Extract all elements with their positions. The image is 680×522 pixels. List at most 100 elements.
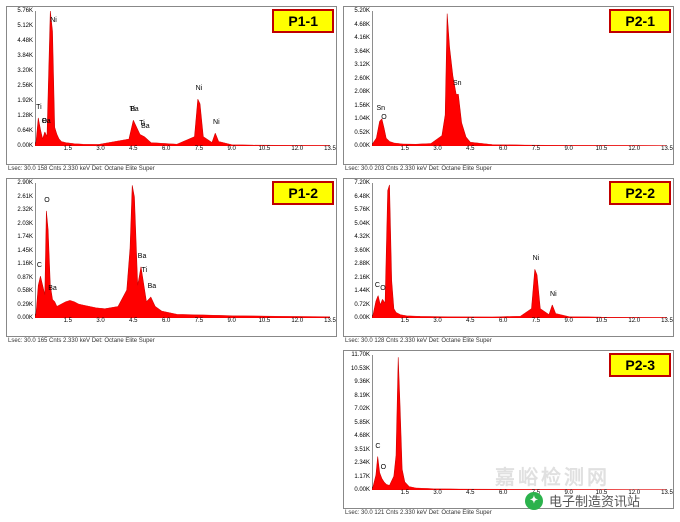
panel-footer: Lsec: 30.0 158 Cnts 2.330 keV Det: Octan… bbox=[6, 165, 337, 172]
chart-cell: P1-20.00K0.29K0.58K0.87K1.16K1.45K1.74K2… bbox=[6, 178, 337, 344]
y-tick: 5.76K bbox=[354, 207, 370, 213]
x-tick: 10.5 bbox=[259, 146, 271, 152]
x-tick: 10.5 bbox=[259, 318, 271, 324]
peak-label: O bbox=[44, 197, 49, 204]
credit-line: ✦ 电子制造资讯站 bbox=[525, 491, 640, 510]
chart-cell: P2-20.00K0.72K1.44K2.16K2.88K3.60K4.32K5… bbox=[343, 178, 674, 344]
y-tick: 0.52K bbox=[354, 130, 370, 136]
y-tick: 2.61K bbox=[17, 194, 33, 200]
y-tick: 5.20K bbox=[354, 8, 370, 14]
y-tick: 5.76K bbox=[17, 8, 33, 14]
spectrum-fill bbox=[372, 14, 667, 146]
y-axis: 0.00K0.29K0.58K0.87K1.16K1.45K1.74K2.03K… bbox=[7, 183, 35, 318]
x-tick: 10.5 bbox=[596, 146, 608, 152]
x-tick: 3.0 bbox=[96, 318, 104, 324]
y-tick: 2.34K bbox=[354, 460, 370, 466]
y-tick: 5.85K bbox=[354, 420, 370, 426]
x-tick: 4.5 bbox=[129, 318, 137, 324]
x-tick: 1.5 bbox=[401, 318, 409, 324]
y-tick: 3.51K bbox=[354, 447, 370, 453]
y-tick: 2.56K bbox=[17, 83, 33, 89]
y-tick: 2.90K bbox=[17, 180, 33, 186]
x-tick: 12.0 bbox=[291, 146, 303, 152]
peak-label: Sn bbox=[453, 80, 462, 87]
y-tick: 4.48K bbox=[17, 38, 33, 44]
x-tick: 6.0 bbox=[499, 146, 507, 152]
y-tick: 1.92K bbox=[17, 98, 33, 104]
peak-label: Sn bbox=[376, 105, 385, 112]
x-tick: 13.5 bbox=[661, 490, 673, 496]
x-tick: 3.0 bbox=[433, 146, 441, 152]
x-tick: 7.5 bbox=[532, 318, 540, 324]
y-tick: 4.68K bbox=[354, 433, 370, 439]
x-tick: 3.0 bbox=[433, 318, 441, 324]
spectra-grid: P1-10.00K0.64K1.28K1.92K2.56K3.20K3.84K4… bbox=[6, 6, 674, 516]
y-tick: 2.60K bbox=[354, 76, 370, 82]
x-tick: 12.0 bbox=[628, 318, 640, 324]
y-tick: 0.58K bbox=[17, 288, 33, 294]
y-tick: 2.08K bbox=[354, 89, 370, 95]
x-tick: 13.5 bbox=[324, 146, 336, 152]
y-tick: 0.87K bbox=[17, 275, 33, 281]
y-axis: 0.00K0.64K1.28K1.92K2.56K3.20K3.84K4.48K… bbox=[7, 11, 35, 146]
y-tick: 1.45K bbox=[17, 248, 33, 254]
chart-cell: P2-10.00K0.52K1.04K1.56K2.08K2.60K3.12K3… bbox=[343, 6, 674, 172]
x-axis: 1.53.04.56.07.59.010.512.013.5 bbox=[372, 318, 667, 330]
x-tick: 13.5 bbox=[324, 318, 336, 324]
x-tick: 6.0 bbox=[162, 146, 170, 152]
y-tick: 4.68K bbox=[354, 22, 370, 28]
spectrum-panel: P2-10.00K0.52K1.04K1.56K2.08K2.60K3.12K3… bbox=[343, 6, 674, 165]
x-tick: 9.0 bbox=[564, 146, 572, 152]
chart-cell bbox=[6, 350, 337, 516]
y-tick: 3.60K bbox=[354, 248, 370, 254]
x-tick: 3.0 bbox=[96, 146, 104, 152]
y-tick: 4.32K bbox=[354, 234, 370, 240]
wechat-icon: ✦ bbox=[525, 492, 543, 510]
spectrum-fill bbox=[372, 357, 667, 490]
spectrum-panel: P1-20.00K0.29K0.58K0.87K1.16K1.45K1.74K2… bbox=[6, 178, 337, 337]
peak-label: O bbox=[380, 285, 385, 292]
y-tick: 0.00K bbox=[17, 315, 33, 321]
x-tick: 4.5 bbox=[466, 146, 474, 152]
y-tick: 0.72K bbox=[354, 302, 370, 308]
x-tick: 9.0 bbox=[227, 146, 235, 152]
y-tick: 7.20K bbox=[354, 180, 370, 186]
y-tick: 5.12K bbox=[17, 23, 33, 29]
x-tick: 6.0 bbox=[499, 318, 507, 324]
y-tick: 2.16K bbox=[354, 275, 370, 281]
y-tick: 0.00K bbox=[354, 315, 370, 321]
y-tick: 1.74K bbox=[17, 234, 33, 240]
y-tick: 0.29K bbox=[17, 302, 33, 308]
peak-label: Ni bbox=[533, 255, 540, 262]
x-tick: 6.0 bbox=[162, 318, 170, 324]
y-tick: 10.53K bbox=[351, 366, 370, 372]
spectrum-fill bbox=[35, 185, 330, 318]
spectrum-panel: P1-10.00K0.64K1.28K1.92K2.56K3.20K3.84K4… bbox=[6, 6, 337, 165]
x-tick: 9.0 bbox=[564, 318, 572, 324]
y-tick: 11.70K bbox=[351, 352, 370, 358]
y-tick: 1.56K bbox=[354, 103, 370, 109]
spectrum-panel: P2-20.00K0.72K1.44K2.16K2.88K3.60K4.32K5… bbox=[343, 178, 674, 337]
x-tick: 1.5 bbox=[401, 490, 409, 496]
y-tick: 1.28K bbox=[17, 113, 33, 119]
y-tick: 3.20K bbox=[17, 68, 33, 74]
x-tick: 7.5 bbox=[195, 318, 203, 324]
panel-label: P1-1 bbox=[272, 9, 334, 33]
x-tick: 4.5 bbox=[129, 146, 137, 152]
peak-label: C bbox=[375, 443, 380, 450]
peak-label: Sn bbox=[443, 6, 452, 7]
peak-label: Ni bbox=[213, 119, 220, 126]
peak-label: O bbox=[381, 114, 386, 121]
x-tick: 13.5 bbox=[661, 318, 673, 324]
y-tick: 6.48K bbox=[354, 194, 370, 200]
y-tick: 1.04K bbox=[354, 116, 370, 122]
credit-text: 电子制造资讯站 bbox=[549, 491, 640, 510]
peak-label: Ba bbox=[42, 118, 51, 125]
peak-label: Ba bbox=[130, 106, 139, 113]
peak-label: Ti bbox=[141, 267, 147, 274]
panel-label: P1-2 bbox=[272, 181, 334, 205]
panel-footer: Lsec: 30.0 128 Cnts 2.330 keV Det: Octan… bbox=[343, 337, 674, 344]
y-tick: 0.00K bbox=[354, 143, 370, 149]
x-tick: 4.5 bbox=[466, 490, 474, 496]
peak-label: Ti bbox=[36, 104, 42, 111]
